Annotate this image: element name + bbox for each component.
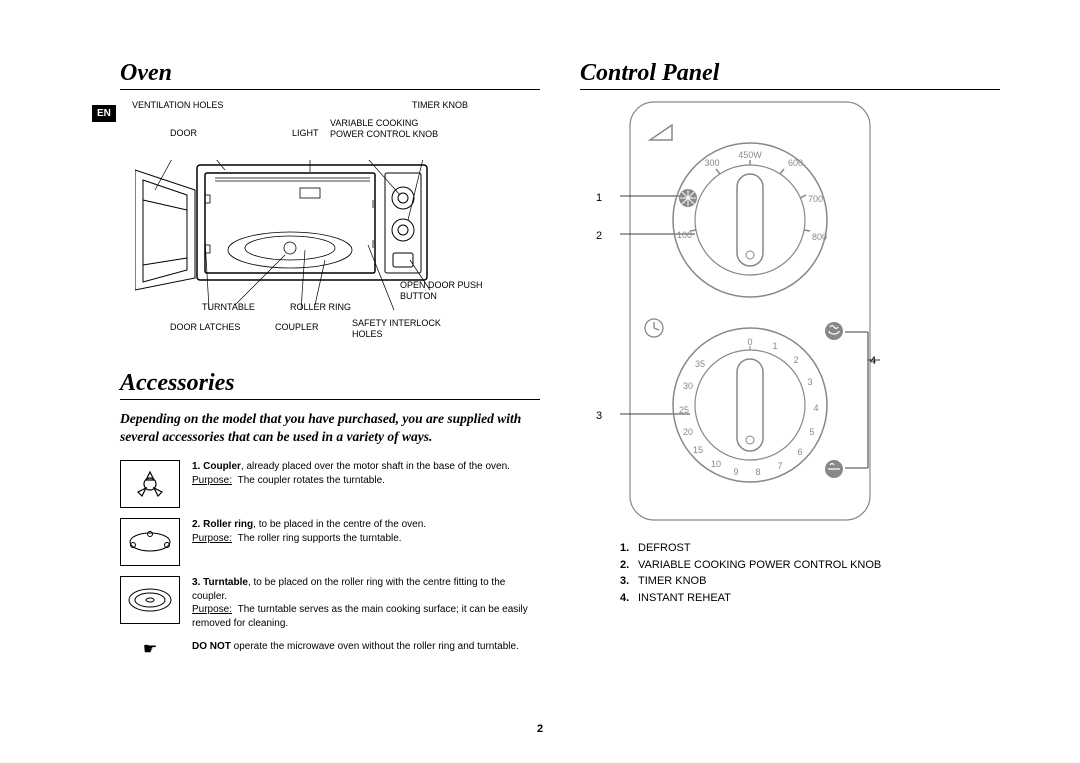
svg-text:9: 9 bbox=[733, 467, 738, 477]
panel-svg: 450W 300 600 100 700 800 bbox=[620, 100, 900, 530]
acc2-purpose: The roller ring supports the turntable. bbox=[238, 533, 402, 544]
page-number: 2 bbox=[537, 723, 543, 735]
svg-text:100: 100 bbox=[677, 230, 692, 240]
callout-timer: TIMER KNOB bbox=[412, 100, 468, 111]
acc3-purpose-label: Purpose: bbox=[192, 604, 232, 615]
svg-text:15: 15 bbox=[693, 445, 703, 455]
callout-safety: SAFETY INTERLOCK HOLES bbox=[352, 318, 462, 340]
left-column: Oven VENTILATION HOLES DOOR LIGHT TIMER … bbox=[120, 60, 540, 658]
acc3-purpose: The turntable serves as the main cooking… bbox=[192, 604, 528, 629]
acc1-num: 1. bbox=[192, 461, 200, 472]
svg-text:700: 700 bbox=[808, 194, 823, 204]
acc2-num: 2. bbox=[192, 519, 200, 530]
acc1-desc: , already placed over the motor shaft in… bbox=[241, 461, 510, 472]
callout-variable-knob: VARIABLE COOKING POWER CONTROL KNOB bbox=[330, 118, 440, 140]
note-row: ☛ DO NOT operate the microwave oven with… bbox=[120, 640, 540, 658]
index-2: 2 bbox=[596, 230, 602, 242]
acc2-name: Roller ring bbox=[203, 519, 253, 530]
acc3-num: 3. bbox=[192, 577, 200, 588]
acc1-name: Coupler bbox=[203, 461, 241, 472]
acc2-purpose-label: Purpose: bbox=[192, 533, 232, 544]
legend-num-3: 3. bbox=[620, 573, 638, 590]
svg-text:6: 6 bbox=[797, 447, 802, 457]
svg-text:4: 4 bbox=[813, 403, 818, 413]
acc2-desc: , to be placed in the centre of the oven… bbox=[253, 519, 426, 530]
legend-num-4: 4. bbox=[620, 590, 638, 607]
svg-text:800: 800 bbox=[812, 232, 827, 242]
note-donot: DO NOT bbox=[192, 641, 231, 652]
legend-text-3: TIMER KNOB bbox=[638, 573, 706, 590]
control-panel-heading: Control Panel bbox=[580, 60, 1000, 90]
callout-ventilation: VENTILATION HOLES bbox=[132, 100, 223, 111]
note-rest: operate the microwave oven without the r… bbox=[231, 641, 519, 652]
svg-text:8: 8 bbox=[755, 467, 760, 477]
callout-door: DOOR bbox=[170, 128, 197, 139]
svg-text:5: 5 bbox=[809, 427, 814, 437]
accessory-body-1: 1. Coupler, already placed over the moto… bbox=[192, 460, 540, 487]
svg-text:10: 10 bbox=[711, 459, 721, 469]
panel-legend: 1.DEFROST 2.VARIABLE COOKING POWER CONTR… bbox=[620, 540, 1000, 606]
right-column: Control Panel 1 2 3 4 bbox=[580, 60, 1000, 658]
acc3-name: Turntable bbox=[203, 577, 248, 588]
callout-coupler: COUPLER bbox=[275, 322, 319, 333]
legend-num-2: 2. bbox=[620, 557, 638, 574]
svg-text:7: 7 bbox=[777, 461, 782, 471]
index-3: 3 bbox=[596, 410, 602, 422]
svg-text:600: 600 bbox=[788, 158, 803, 168]
accessory-row-2: 2. Roller ring, to be placed in the cent… bbox=[120, 518, 540, 566]
legend-text-4: INSTANT REHEAT bbox=[638, 590, 731, 607]
svg-text:1: 1 bbox=[772, 341, 777, 351]
svg-text:3: 3 bbox=[807, 377, 812, 387]
svg-text:20: 20 bbox=[683, 427, 693, 437]
language-tab: EN bbox=[92, 105, 116, 122]
accessories-heading: Accessories bbox=[120, 370, 540, 400]
acc1-purpose: The coupler rotates the turntable. bbox=[238, 475, 385, 486]
svg-text:300: 300 bbox=[704, 158, 719, 168]
svg-text:0: 0 bbox=[747, 337, 752, 347]
accessory-body-3: 3. Turntable, to be placed on the roller… bbox=[192, 576, 540, 630]
legend-num-1: 1. bbox=[620, 540, 638, 557]
accessories-intro: Depending on the model that you have pur… bbox=[120, 410, 540, 446]
callout-light: LIGHT bbox=[292, 128, 319, 139]
note-pointer-icon: ☛ bbox=[120, 640, 180, 658]
coupler-thumb bbox=[120, 460, 180, 508]
svg-text:450W: 450W bbox=[738, 150, 762, 160]
note-body: DO NOT operate the microwave oven withou… bbox=[192, 640, 540, 654]
oven-heading: Oven bbox=[120, 60, 540, 90]
control-panel-diagram: 1 2 3 4 bbox=[580, 100, 1000, 530]
callout-door-latches: DOOR LATCHES bbox=[170, 322, 240, 333]
svg-text:2: 2 bbox=[793, 355, 798, 365]
svg-text:30: 30 bbox=[683, 381, 693, 391]
roller-thumb bbox=[120, 518, 180, 566]
oven-svg bbox=[135, 160, 485, 310]
acc1-purpose-label: Purpose: bbox=[192, 475, 232, 486]
accessory-row-3: 3. Turntable, to be placed on the roller… bbox=[120, 576, 540, 630]
turntable-thumb bbox=[120, 576, 180, 624]
accessory-body-2: 2. Roller ring, to be placed in the cent… bbox=[192, 518, 540, 545]
oven-diagram: VENTILATION HOLES DOOR LIGHT TIMER KNOB … bbox=[120, 100, 540, 360]
accessory-row-1: 1. Coupler, already placed over the moto… bbox=[120, 460, 540, 508]
svg-text:35: 35 bbox=[695, 359, 705, 369]
legend-text-2: VARIABLE COOKING POWER CONTROL KNOB bbox=[638, 557, 881, 574]
svg-text:25: 25 bbox=[679, 405, 689, 415]
legend-text-1: DEFROST bbox=[638, 540, 691, 557]
index-1: 1 bbox=[596, 192, 602, 204]
